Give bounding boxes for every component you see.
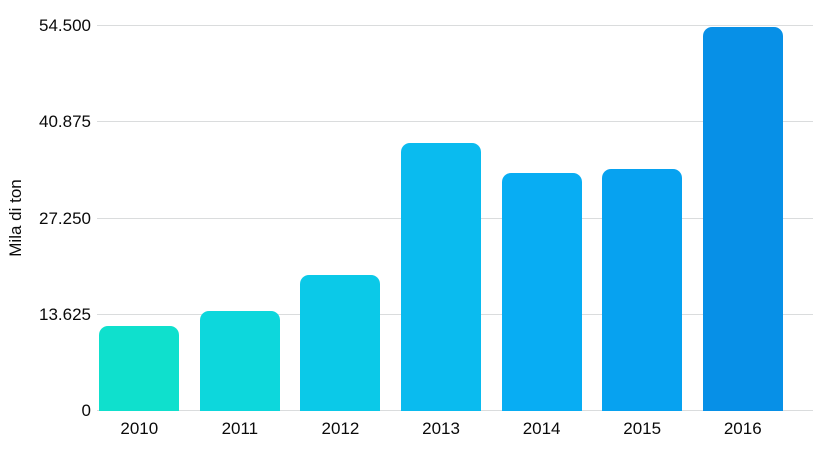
band-2011: [190, 26, 291, 411]
bar-2015: [602, 168, 683, 411]
gridline-54.500: [97, 25, 813, 26]
bars-container: [89, 26, 793, 411]
band-2016: [692, 26, 793, 411]
bar-2016: [702, 27, 783, 411]
bar-2012: [300, 275, 381, 411]
x-tick-label-2013: 2013: [422, 419, 460, 438]
band-2014: [491, 26, 592, 411]
band-2012: [290, 26, 391, 411]
band-2010: [89, 26, 190, 411]
x-tick-label-2012: 2012: [321, 419, 360, 438]
y-tick-label: 54.500: [39, 16, 91, 35]
y-tick-label: 27.250: [39, 208, 91, 228]
x-tick-label-2015: 2015: [623, 419, 662, 438]
bar-2013: [401, 142, 482, 411]
y-tick-label: 0: [81, 401, 91, 420]
x-tick-label-2016: 2016: [723, 419, 762, 438]
x-tick-label-2014: 2014: [522, 419, 561, 438]
band-2013: [391, 26, 492, 411]
x-axis-labels: 2010 2011 2012 2013 2014 2015 2016: [89, 419, 793, 439]
y-tick-label: 13.625: [39, 304, 91, 324]
band-2015: [592, 26, 693, 411]
bar-2011: [199, 310, 280, 411]
x-tick-label-2011: 2011: [221, 419, 259, 438]
x-tick-label-2010: 2010: [120, 419, 159, 438]
bar-2010: [99, 325, 180, 411]
gridline-40.875: [97, 121, 813, 123]
y-tick-label: 40.875: [39, 112, 91, 132]
bar-2014: [501, 172, 582, 411]
